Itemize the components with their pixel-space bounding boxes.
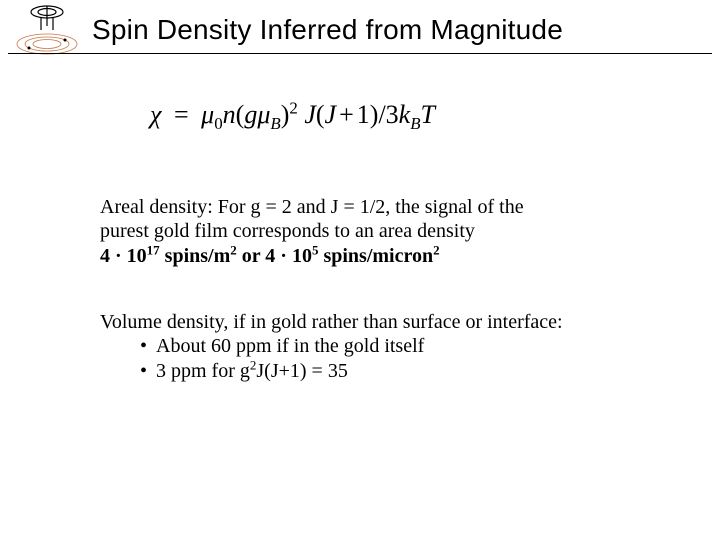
title-container: Spin Density Inferred from Magnitude: [92, 14, 700, 46]
eq-one: 1: [357, 100, 370, 129]
eq-chi: χ: [150, 100, 161, 129]
areal-line1: Areal density: For g = 2 and J = 1/2, th…: [100, 195, 660, 219]
areal-or: or: [237, 245, 266, 267]
page-title: Spin Density Inferred from Magnitude: [92, 14, 700, 46]
volume-bullets: • About 60 ppm if in the gold itself • 3…: [140, 334, 660, 383]
volume-bullet-2: • 3 ppm for g2J(J+1) = 35: [140, 359, 660, 383]
logo-graphic: [8, 2, 86, 58]
volume-block: Volume density, if in gold rather than s…: [100, 310, 660, 383]
eq-slash: /: [378, 100, 385, 129]
bullet-icon: •: [140, 334, 156, 358]
eq-J2: J: [325, 100, 337, 129]
eq-J: J: [304, 100, 316, 129]
bullet-icon: •: [140, 359, 156, 383]
eq-jpar-open: (: [316, 100, 325, 129]
equation: χ = μ0n(gμB)2 J(J+1)/3kBT: [150, 100, 435, 130]
volume-bullet-1: • About 60 ppm if in the gold itself: [140, 334, 660, 358]
areal-line3: 4 · 1017 spins/m2 or 4 · 105 spins/micro…: [100, 244, 660, 268]
eq-T: T: [421, 100, 435, 129]
volume-b1-text: About 60 ppm if in the gold itself: [156, 334, 424, 358]
eq-plus: +: [336, 100, 357, 129]
areal-val2: 4 · 105 spins/micron2: [265, 245, 439, 267]
eq-sq: 2: [289, 98, 297, 117]
volume-b2-text: 3 ppm for g2J(J+1) = 35: [156, 359, 348, 383]
eq-three: 3: [386, 100, 399, 129]
areal-block: Areal density: For g = 2 and J = 1/2, th…: [100, 195, 660, 268]
eq-lpar: (: [236, 100, 245, 129]
eq-kB: kB: [399, 100, 421, 129]
title-rule: [8, 53, 712, 54]
volume-intro: Volume density, if in gold rather than s…: [100, 310, 660, 334]
areal-val1: 4 · 1017 spins/m2: [100, 245, 237, 267]
eq-g: g: [244, 100, 257, 129]
eq-mu0: μ0: [201, 100, 223, 129]
areal-line2: purest gold film corresponds to an area …: [100, 219, 660, 243]
eq-equals: =: [168, 100, 195, 129]
eq-n: n: [223, 100, 236, 129]
eq-muB: μB: [257, 100, 280, 129]
